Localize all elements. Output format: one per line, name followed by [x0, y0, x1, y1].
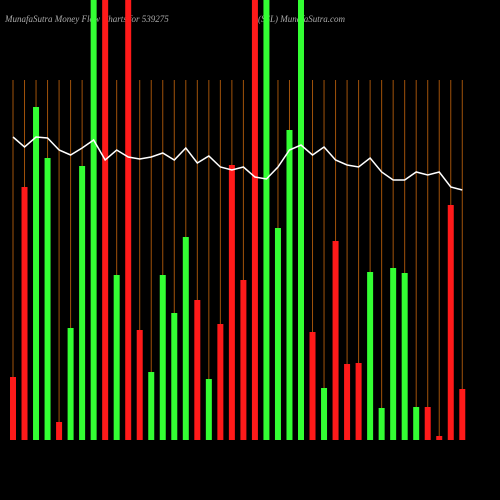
bar — [309, 332, 316, 440]
bar — [136, 330, 143, 440]
bar — [344, 364, 351, 440]
bar — [171, 313, 178, 440]
bar — [424, 407, 431, 440]
bar — [459, 389, 466, 440]
bar — [79, 166, 86, 440]
bar — [228, 165, 235, 440]
bar — [90, 0, 97, 440]
bar — [194, 300, 201, 440]
bar — [159, 275, 166, 440]
bar — [413, 407, 420, 440]
bar — [274, 228, 281, 440]
bar — [401, 273, 408, 440]
bar — [240, 280, 247, 440]
bar — [67, 328, 74, 440]
bar — [102, 0, 109, 440]
bar — [251, 0, 258, 440]
bar — [332, 241, 339, 440]
bar — [21, 187, 28, 440]
bar — [436, 436, 443, 440]
bar — [263, 0, 270, 440]
bar — [56, 422, 63, 440]
bar — [355, 363, 362, 440]
bar — [298, 0, 304, 440]
bar — [378, 408, 385, 440]
bar — [182, 237, 189, 440]
bar — [205, 379, 212, 440]
bar — [148, 372, 155, 440]
bar — [447, 205, 454, 440]
bar — [10, 377, 16, 440]
bar — [286, 130, 293, 440]
bar — [44, 158, 51, 440]
bar — [33, 107, 40, 440]
bar — [125, 0, 132, 440]
flow-line — [12, 136, 463, 191]
chart-title: MunafaSutra Money Flow Charts for 539275 — [4, 14, 169, 24]
bar — [113, 275, 120, 440]
bar — [321, 388, 328, 440]
bar — [217, 324, 224, 440]
bar — [367, 272, 374, 440]
bar — [390, 268, 397, 440]
